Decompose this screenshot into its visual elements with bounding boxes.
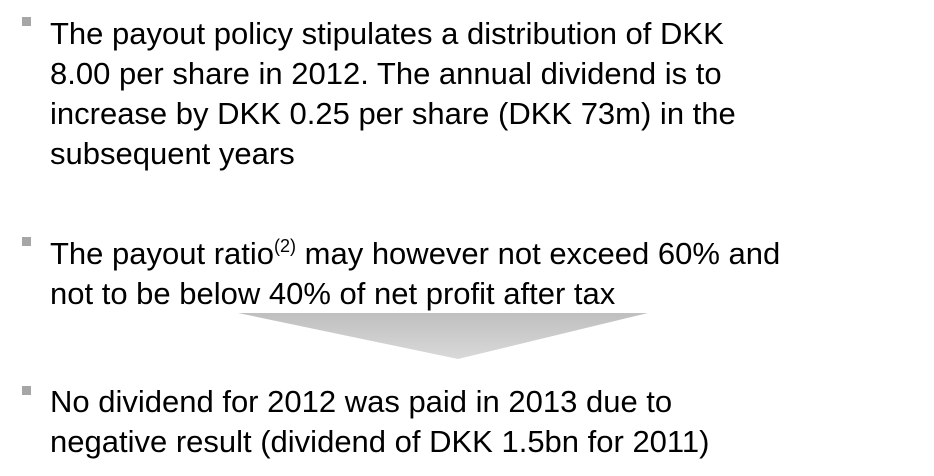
bullet-marker xyxy=(22,17,31,26)
down-arrow xyxy=(238,313,648,359)
text-line: The payout policy stipulates a distribut… xyxy=(50,16,724,51)
text-line: The payout ratio(2) may however not exce… xyxy=(50,234,780,274)
text-line: No dividend for 2012 was paid in 2013 du… xyxy=(50,384,673,419)
text-line: subsequent years xyxy=(50,136,295,171)
text-line: not to be below 40% of net profit after … xyxy=(50,276,616,311)
text-line: negative result (dividend of DKK 1.5bn f… xyxy=(50,424,710,459)
bullet-marker xyxy=(22,237,31,246)
footnote-ref: (2) xyxy=(274,236,297,256)
text-line: 8.00 per share in 2012. The annual divid… xyxy=(50,56,722,91)
bullet-marker xyxy=(22,386,31,395)
text: The payout ratio xyxy=(50,236,275,271)
text-line: increase by DKK 0.25 per share (DKK 73m)… xyxy=(50,96,736,131)
text: may however not exceed 60% and xyxy=(296,236,781,271)
